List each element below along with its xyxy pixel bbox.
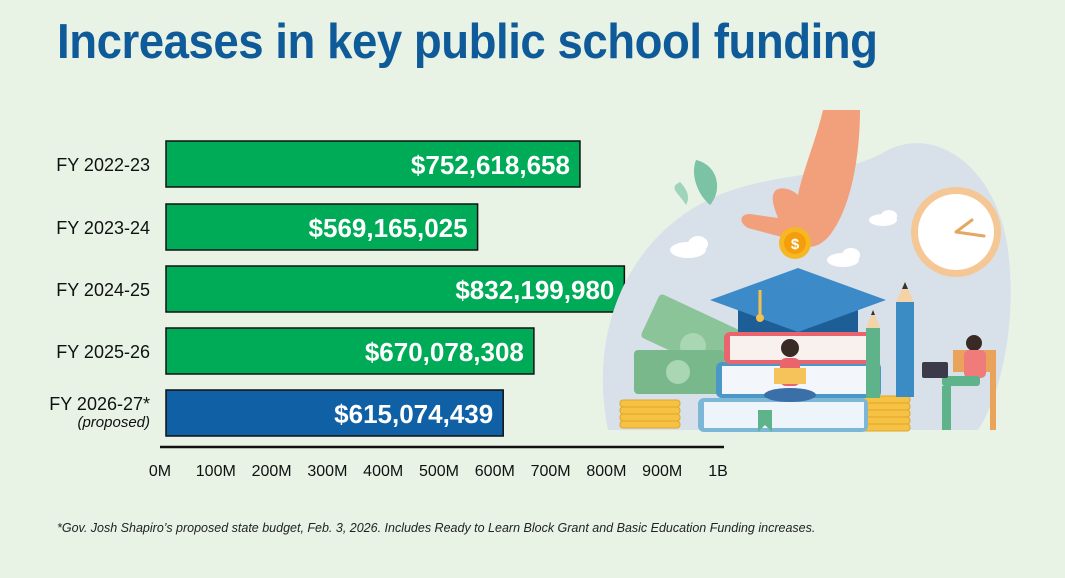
bar-value-label: $615,074,439: [334, 399, 493, 429]
coin-stack-icon: [619, 395, 911, 432]
pencil-icon: [866, 282, 914, 398]
bar-value-label: $569,165,025: [309, 213, 468, 243]
bar-value-label: $670,078,308: [365, 337, 524, 367]
category-label: FY 2022-23: [56, 155, 150, 175]
category-label: FY 2026-27*: [49, 394, 150, 414]
x-tick-label: 100M: [196, 463, 236, 480]
category-label: FY 2024-25: [56, 280, 150, 300]
leaf-icon: [674, 160, 718, 205]
x-tick-label: 500M: [419, 463, 459, 480]
clock-icon: [911, 187, 1001, 277]
x-tick-label: 300M: [307, 463, 347, 480]
bar: [165, 203, 479, 251]
x-tick-label: 1B: [708, 463, 728, 480]
bar-value-label: $832,199,980: [455, 275, 614, 305]
chart-title: Increases in key public school funding: [57, 15, 878, 69]
graduation-cap-icon: [710, 268, 886, 332]
footnote: *Gov. Josh Shapiro’s proposed state budg…: [57, 521, 816, 535]
money-icon: [634, 294, 741, 394]
x-tick-label: 0M: [149, 463, 171, 480]
x-tick-label: 700M: [531, 463, 571, 480]
student-reading-icon: [764, 339, 816, 402]
category-note: (proposed): [77, 414, 150, 431]
student-laptop-icon: [922, 335, 996, 430]
category-label: FY 2025-26: [56, 342, 150, 362]
bar: [165, 327, 535, 375]
bar: [165, 389, 504, 437]
x-tick-label: 600M: [475, 463, 515, 480]
cloud-icon: [670, 210, 897, 267]
bar-value-label: $752,618,658: [411, 150, 570, 180]
coin-icon: $: [779, 227, 811, 259]
x-tick-label: 800M: [586, 463, 626, 480]
svg-text:$: $: [791, 236, 800, 253]
hand-icon: [741, 110, 860, 247]
x-tick-label: 400M: [363, 463, 403, 480]
x-tick-label: 900M: [642, 463, 682, 480]
bar: [165, 140, 581, 188]
x-tick-label: 200M: [252, 463, 292, 480]
funding-illustration: $: [602, 110, 1011, 432]
category-label: FY 2023-24: [56, 218, 150, 238]
